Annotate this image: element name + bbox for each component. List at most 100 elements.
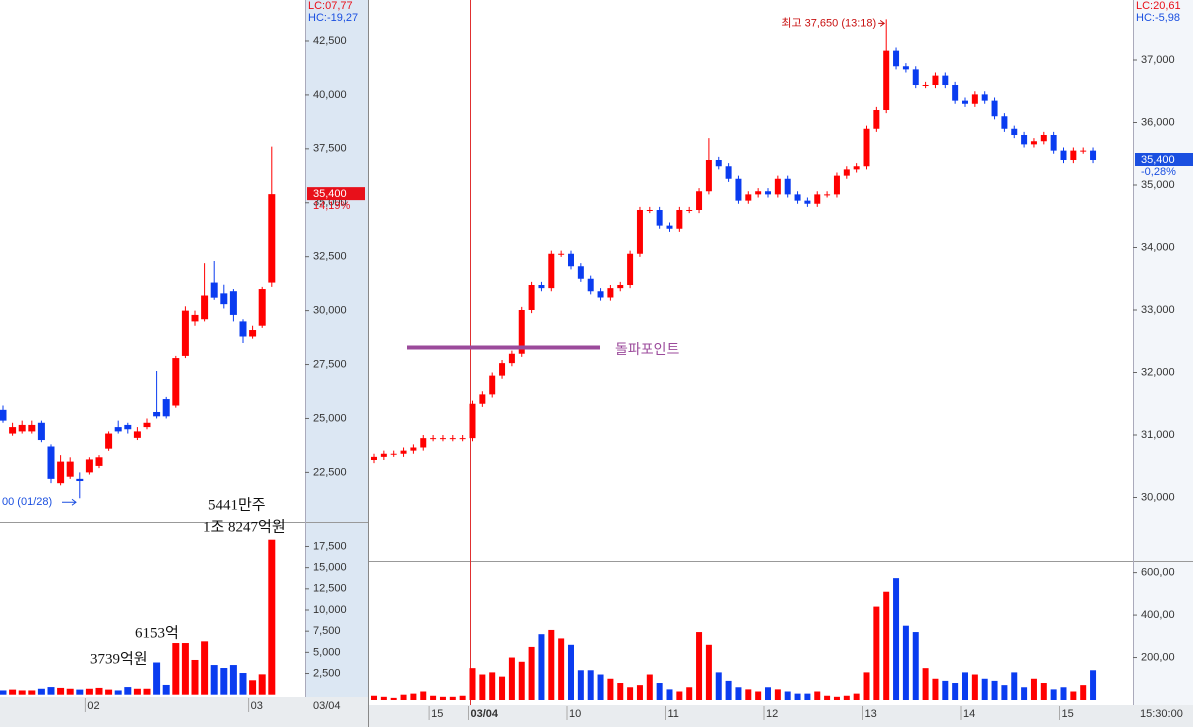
y-tick-label: 35,000 — [1141, 179, 1175, 191]
volume-tick-label: 400,00 — [1141, 609, 1175, 621]
candle-body — [191, 314, 199, 322]
candle-body — [420, 438, 427, 448]
low-arrow — [62, 498, 77, 506]
volume-bar — [390, 697, 397, 700]
volume-bar — [191, 659, 199, 695]
candle-body — [124, 424, 132, 430]
right-x-strip — [368, 705, 1193, 727]
volume-bar — [636, 685, 643, 700]
volume-bar — [239, 673, 247, 695]
right-axis-bg — [1133, 0, 1193, 705]
candle-body — [499, 363, 506, 376]
candle-body — [258, 289, 266, 326]
candle-body — [774, 178, 781, 195]
volume-bar — [962, 672, 968, 700]
x-tick-label: 15 — [1062, 708, 1074, 720]
volume-bar — [469, 668, 476, 700]
volume-tick-label: 7,500 — [313, 625, 341, 637]
candle-body — [220, 293, 228, 305]
y-tick-label: 36,000 — [1141, 116, 1175, 128]
candle-body — [105, 433, 113, 449]
change-label: 14,19% — [313, 200, 351, 212]
volume-bar — [656, 683, 663, 700]
volume-bar — [400, 694, 407, 700]
last-price-box — [1135, 153, 1193, 166]
volume-bar — [28, 690, 36, 695]
candle-body — [28, 424, 36, 432]
candle-body — [538, 285, 545, 289]
volume-bar — [430, 695, 437, 700]
x-tick-label: 03/04 — [471, 708, 499, 720]
volume-bar — [922, 668, 929, 700]
volume-bar — [479, 674, 486, 700]
x-tick-label: 12 — [766, 708, 778, 720]
candle-body — [735, 178, 742, 201]
volume-bar — [95, 687, 103, 695]
volume-bar — [249, 680, 257, 695]
x-tick-label: 13 — [865, 708, 877, 720]
candle-body — [76, 478, 84, 482]
candle-body — [85, 459, 93, 473]
volume-bar — [568, 644, 574, 700]
y-tick-label: 32,500 — [313, 251, 347, 263]
candle-body — [9, 427, 17, 434]
volume-tick-label: 15,000 — [313, 562, 347, 574]
candle-body — [656, 210, 663, 226]
candle-body — [410, 447, 417, 451]
candle-body — [1070, 150, 1077, 160]
volume-bar — [508, 657, 515, 700]
y-tick-label: 22,500 — [313, 466, 347, 478]
candle-body — [636, 210, 643, 254]
volume-bar — [439, 696, 446, 700]
volume-bar — [143, 688, 151, 695]
volume-annotation: 5441만주 — [208, 496, 266, 513]
volume-bar — [745, 689, 752, 700]
candle-body — [518, 310, 525, 354]
volume-bar — [1030, 678, 1037, 700]
volume-bar — [1080, 685, 1087, 700]
volume-bar — [804, 693, 811, 700]
y-tick-label: 25,000 — [313, 412, 347, 424]
candle-body — [755, 191, 762, 195]
candle-body — [715, 160, 722, 167]
candle-body — [400, 450, 407, 454]
candle-body — [114, 427, 122, 432]
candle-body — [824, 194, 831, 196]
candle-body — [696, 191, 703, 210]
volume-bar — [676, 691, 683, 700]
volume-bar — [1050, 689, 1057, 700]
y-tick-label: 32,000 — [1141, 366, 1175, 378]
volume-bar — [37, 688, 45, 695]
volume-bar — [410, 693, 417, 700]
candle-body — [548, 253, 555, 289]
candle-body — [489, 375, 496, 395]
y-tick-label: 30,000 — [313, 305, 347, 317]
volume-bar — [952, 683, 959, 700]
candle-body — [962, 100, 968, 104]
high-arrow — [878, 19, 886, 27]
volume-bar — [824, 695, 831, 700]
y-tick-label: 31,000 — [1141, 429, 1175, 441]
candle-body — [390, 453, 397, 455]
candle-body — [676, 210, 683, 229]
volume-bar — [162, 684, 170, 695]
candle-body — [587, 278, 594, 292]
candle-body — [912, 69, 919, 85]
low-note: 00 (01/28) — [2, 496, 52, 508]
volume-bar — [558, 638, 565, 700]
breakout-label: 돌파포인트 — [615, 341, 680, 357]
volume-tick-label: 600,00 — [1141, 567, 1175, 579]
candle-body — [597, 291, 604, 298]
volume-bar — [459, 695, 466, 700]
candle-body — [902, 66, 909, 70]
candle-body — [1080, 150, 1087, 152]
volume-bar — [932, 678, 939, 700]
candle-body — [201, 295, 209, 320]
candle-body — [430, 438, 437, 440]
candle-body — [143, 422, 151, 428]
volume-bar — [371, 695, 377, 700]
volume-bar — [883, 591, 890, 700]
x-tick-label: 02 — [87, 700, 99, 712]
x-tick-label: 14 — [963, 708, 975, 720]
lc-label: LC:20,61 — [1136, 0, 1181, 12]
